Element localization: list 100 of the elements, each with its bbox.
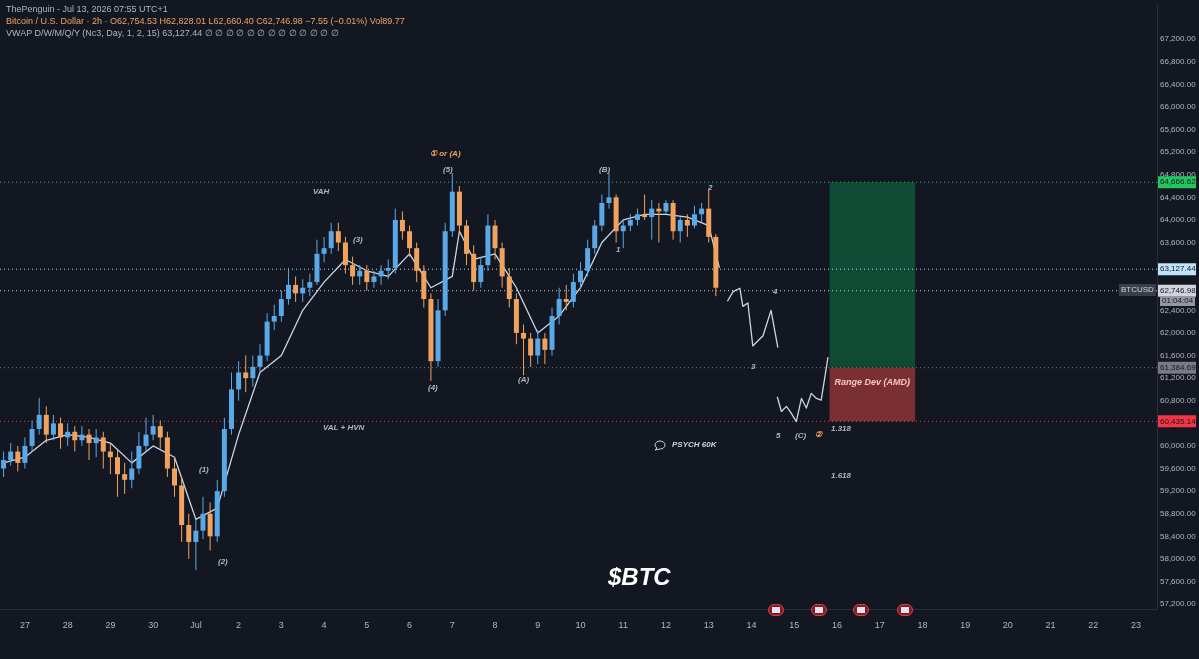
x-tick-label: 12 — [660, 620, 671, 631]
band-label: Range Dev (AMD) — [834, 376, 911, 387]
candlestick — [677, 216, 683, 244]
annotation: 5 — [776, 431, 781, 441]
annotation: 1 — [616, 245, 621, 255]
candlestick — [649, 199, 655, 241]
x-tick-label: 28 — [62, 620, 73, 631]
candlestick — [364, 264, 370, 292]
annotation: (3) — [353, 235, 363, 245]
annotation: 2 — [708, 183, 713, 193]
candlestick — [207, 501, 213, 551]
candlestick — [599, 194, 605, 232]
candlestick — [150, 414, 156, 441]
y-tick-label: 62,000.00 — [1160, 328, 1197, 338]
candlestick — [293, 275, 299, 303]
candlestick — [22, 436, 28, 470]
y-tick-label: 58,000.00 — [1160, 554, 1197, 564]
candlestick — [15, 445, 21, 472]
candlestick — [285, 267, 291, 306]
x-tick-label: 2 — [236, 620, 242, 631]
y-tick-label: 61,600.00 — [1160, 350, 1197, 360]
annotation: $BTC — [608, 563, 671, 591]
candlestick — [93, 428, 99, 458]
candlestick — [478, 256, 484, 289]
candlestick — [556, 287, 562, 325]
x-tick-label: 19 — [960, 620, 971, 631]
annotation: 1.618 — [831, 471, 852, 481]
x-tick-label: 10 — [575, 620, 586, 631]
candlestick — [506, 267, 512, 308]
candlestick — [193, 518, 199, 571]
annotation: BTCUSD — [1119, 284, 1156, 296]
candlestick — [143, 417, 149, 453]
candlestick — [36, 397, 42, 436]
candlestick — [399, 210, 405, 241]
y-tick-label: 57,600.00 — [1160, 576, 1197, 586]
candlestick — [563, 284, 569, 311]
x-tick-label: 3 — [278, 620, 284, 631]
text: Bitcoin / U.S. Dollar · 2h · O62,754.53 H62,828.01 L62,660.40 C62,746.98 −7.55 (−0.01%) Vol89.77 — [6, 15, 405, 27]
candlestick — [321, 236, 327, 263]
annotation: ThePenguin - Jul 13, 2026 07:55 UTC+1 — [6, 3, 169, 15]
y-tick-label: 66,000.00 — [1160, 102, 1197, 112]
x-tick-label: 30 — [148, 620, 159, 631]
candlestick — [521, 323, 527, 376]
annotation: (1) — [199, 465, 209, 475]
candlestick — [43, 405, 49, 444]
candlestick — [642, 194, 648, 221]
x-tick-label: 29 — [105, 620, 116, 631]
y-tick-label: 64,000.00 — [1160, 215, 1197, 225]
x-tick-label: 7 — [449, 620, 455, 631]
y-tick-label: 58,400.00 — [1160, 531, 1197, 541]
candlestick — [236, 360, 242, 402]
annotation: 4 — [773, 287, 778, 297]
x-tick-label: 23 — [1131, 620, 1142, 631]
x-tick-label: 18 — [917, 620, 928, 631]
ref-line-label: 60,435.14 — [1160, 416, 1197, 426]
x-tick-label: 11 — [618, 620, 628, 631]
candlestick — [100, 431, 106, 470]
candlestick — [29, 420, 35, 453]
x-tick-label: 16 — [831, 620, 842, 631]
candlestick — [535, 329, 541, 365]
annotation: VAH — [313, 187, 330, 197]
ref-line-label: 61,384.69 — [1160, 362, 1197, 372]
x-tick-label: 21 — [1045, 620, 1056, 631]
annotation: (2) — [218, 557, 228, 567]
candlestick — [385, 258, 391, 280]
candlestick — [335, 222, 341, 252]
y-tick-label: 62,400.00 — [1160, 305, 1197, 315]
x-tick-label: 15 — [789, 620, 800, 631]
candlestick — [157, 420, 163, 450]
candlestick — [271, 304, 277, 331]
y-tick-label: 59,600.00 — [1160, 463, 1197, 473]
candlestick — [684, 213, 690, 238]
x-tick-label: 9 — [535, 620, 541, 631]
x-tick-label: 13 — [703, 620, 714, 631]
candlestick — [1, 451, 7, 478]
x-tick-label: 6 — [407, 620, 413, 631]
ref-line-label: 64,666.62 — [1160, 177, 1197, 187]
candlestick — [407, 225, 413, 258]
ref-line-label: 62,746.98 — [1160, 285, 1197, 295]
candlestick — [606, 172, 612, 210]
annotation: 1.318 — [831, 424, 852, 434]
candlestick — [8, 442, 14, 467]
y-tick-label: 61,200.00 — [1160, 373, 1197, 383]
candlestick — [136, 431, 142, 475]
x-tick-label: 22 — [1088, 620, 1099, 631]
y-tick-label: 63,600.00 — [1160, 237, 1197, 247]
candlestick — [342, 236, 348, 275]
candlestick — [122, 462, 128, 495]
candlestick — [278, 290, 284, 323]
ref-line-label: 63,127.44 — [1160, 264, 1197, 274]
annotation: 3 — [751, 362, 756, 372]
x-tick-label: 27 — [19, 620, 30, 631]
candlestick — [585, 239, 591, 277]
y-tick-label: 66,800.00 — [1160, 56, 1197, 66]
candlestick — [414, 242, 420, 283]
x-tick-label: 20 — [1002, 620, 1013, 631]
candlestick — [578, 261, 583, 289]
candlestick — [257, 343, 263, 373]
y-tick-label: 65,200.00 — [1160, 147, 1197, 157]
x-tick-label: Jul — [190, 620, 202, 631]
